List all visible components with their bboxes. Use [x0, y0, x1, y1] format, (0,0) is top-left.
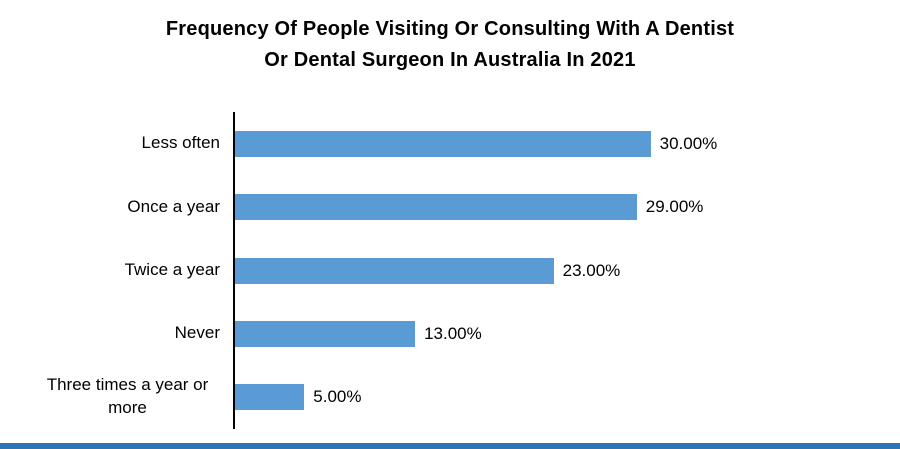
category-row: Twice a year: [0, 239, 233, 302]
category-label: Three times a year or more: [46, 375, 209, 418]
category-row: Three times a year or more: [0, 366, 233, 429]
value-label: 13.00%: [424, 323, 482, 343]
chart-title: Frequency Of People Visiting Or Consulti…: [0, 14, 900, 76]
value-label: 23.00%: [562, 260, 621, 280]
bar: [235, 130, 651, 157]
bar-row: 23.00%: [235, 239, 900, 302]
value-label: 30.00%: [659, 133, 718, 153]
bar: [235, 320, 416, 347]
category-axis-labels: Less often Once a year Twice a year Neve…: [0, 112, 233, 429]
bar: [235, 194, 637, 221]
category-row: Never: [0, 302, 233, 365]
chart-title-line1: Frequency Of People Visiting Or Consulti…: [165, 18, 735, 40]
bar-row: 29.00%: [235, 175, 900, 238]
bar: [235, 384, 305, 411]
category-label: Twice a year: [124, 260, 220, 280]
category-row: Less often: [0, 112, 233, 175]
bar-row: 5.00%: [235, 366, 900, 429]
footer-accent-bar: [0, 443, 900, 449]
category-label: Never: [174, 323, 220, 343]
bar: [235, 257, 554, 284]
category-label: Once a year: [127, 196, 220, 216]
bar-row: 30.00%: [235, 112, 900, 175]
value-label: 29.00%: [645, 197, 704, 217]
category-label: Less often: [141, 133, 220, 153]
value-label: 5.00%: [313, 387, 362, 407]
bar-row: 13.00%: [235, 302, 900, 365]
plot-area: 30.00% 29.00% 23.00% 13.00% 5.00%: [233, 112, 900, 429]
chart-title-line2: Or Dental Surgeon In Australia In 2021: [264, 49, 636, 71]
category-row: Once a year: [0, 175, 233, 238]
